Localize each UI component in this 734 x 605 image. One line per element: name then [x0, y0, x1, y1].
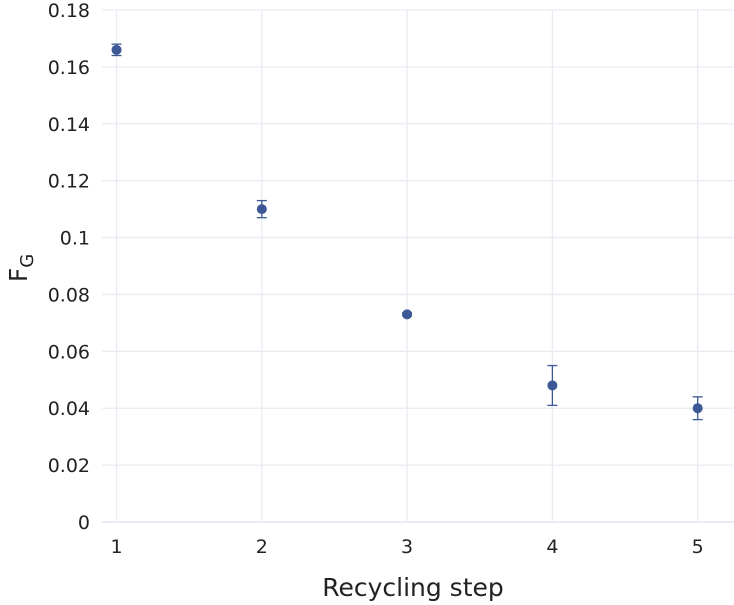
x-axis-tick-labels: 1 2 3 4 5 [110, 536, 703, 558]
y-axis-title: FG [4, 254, 38, 282]
data-point [547, 380, 558, 391]
y-tick-label: 0.06 [48, 341, 90, 363]
y-tick-label: 0.02 [48, 455, 90, 477]
data-point [256, 204, 267, 215]
y-axis-tick-labels: 0 0.02 0.04 0.06 0.08 0.1 0.12 0.14 0.16 0.18 [48, 0, 90, 534]
y-tick-label: 0.08 [48, 284, 90, 306]
x-tick-label: 3 [401, 536, 413, 558]
grid-layer [102, 9, 734, 523]
x-tick-label: 5 [692, 536, 704, 558]
x-tick-label: 1 [110, 536, 122, 558]
y-tick-label: 0.16 [48, 57, 90, 79]
y-tick-label: 0 [78, 512, 90, 534]
y-tick-label: 0.18 [48, 0, 90, 22]
y-axis-title-subscript: G [17, 254, 38, 268]
data-series [111, 43, 703, 421]
x-tick-label: 4 [546, 536, 558, 558]
y-tick-label: 0.1 [60, 228, 90, 250]
x-axis-title: Recycling step [322, 573, 504, 602]
data-point [402, 309, 413, 320]
data-point [111, 44, 122, 55]
y-tick-label: 0.14 [48, 114, 90, 136]
x-tick-label: 2 [256, 536, 268, 558]
y-tick-label: 0.04 [48, 398, 90, 420]
data-point [692, 403, 703, 414]
y-axis-title-main: F [4, 268, 33, 282]
y-tick-label: 0.12 [48, 171, 90, 193]
